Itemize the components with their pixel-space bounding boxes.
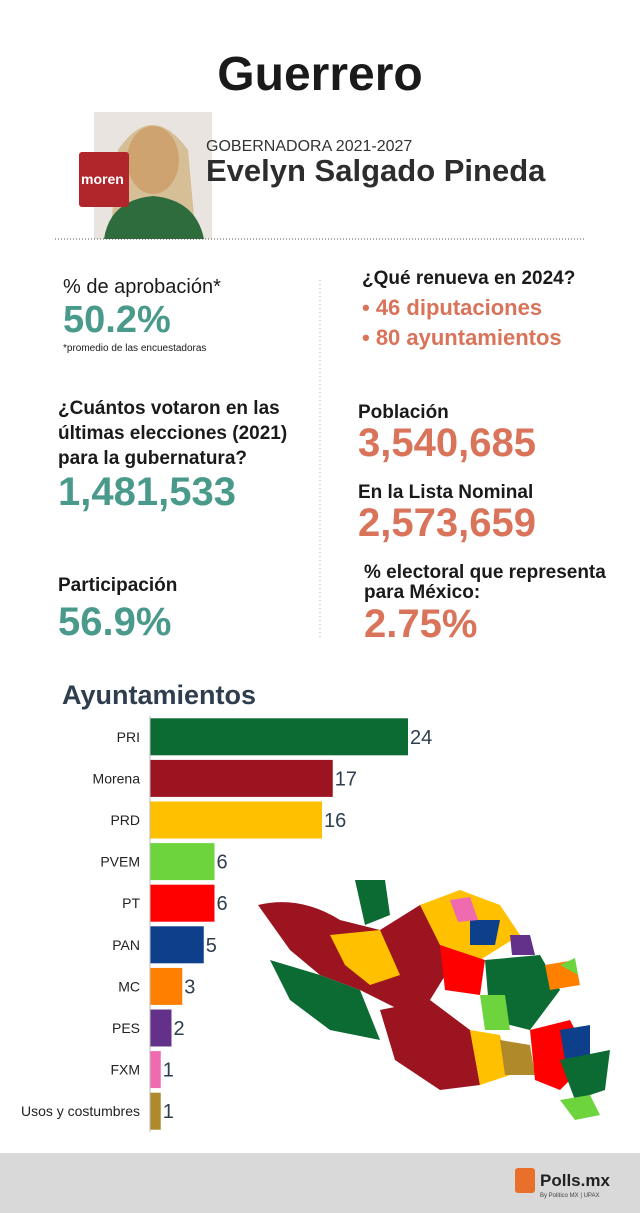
bar [150, 1092, 161, 1130]
category-label: Usos y costumbres [21, 1103, 140, 1119]
brand-tagline: By Politico MX | UPAX [540, 1193, 599, 1199]
bar [150, 1009, 172, 1047]
category-label: PVEM [100, 854, 140, 870]
bar [150, 1051, 161, 1089]
share-label: para México: [364, 582, 480, 603]
bar [150, 843, 215, 881]
value-label: 2 [174, 1018, 185, 1040]
value-label: 24 [410, 727, 432, 749]
bar [150, 801, 322, 839]
chart-title: Ayuntamientos [62, 680, 256, 710]
category-label: PT [122, 895, 140, 911]
votes-label: para la gubernatura? [58, 448, 247, 469]
value-label: 16 [324, 810, 346, 832]
votes-value: 1,481,533 [58, 470, 236, 514]
bar [150, 967, 183, 1005]
value-label: 5 [206, 935, 217, 957]
participation-value: 56.9% [58, 600, 171, 644]
approval-note: *promedio de las encuestadoras [63, 343, 206, 354]
value-label: 6 [217, 852, 228, 874]
map [258, 880, 610, 1120]
portrait-dress [104, 196, 204, 239]
value-label: 6 [217, 893, 228, 915]
bar [150, 718, 408, 756]
value-label: 3 [184, 976, 195, 998]
governor-name: Evelyn Salgado Pineda [206, 153, 546, 188]
bar [150, 884, 215, 922]
renew-title: ¿Qué renueva en 2024? [362, 268, 575, 289]
category-label: Morena [93, 770, 141, 786]
nominal-value: 2,573,659 [358, 501, 536, 545]
party-logo-text: moren [81, 171, 124, 187]
bar [150, 926, 204, 964]
votes-label: últimas elecciones (2021) [58, 423, 287, 444]
category-label: PAN [112, 937, 140, 953]
category-label: PES [112, 1020, 140, 1036]
population-value: 3,540,685 [358, 421, 536, 465]
renew-item: • 80 ayuntamientos [362, 325, 562, 350]
category-label: FXM [110, 1062, 140, 1078]
page-title: Guerrero [217, 48, 422, 101]
approval-label: % de aprobación* [63, 276, 221, 298]
category-label: MC [118, 978, 140, 994]
value-label: 17 [335, 768, 357, 790]
value-label: 1 [163, 1101, 174, 1123]
renew-item: • 46 diputaciones [362, 295, 542, 320]
role: GOBERNADORA 2021-2027 [206, 138, 412, 155]
share-value: 2.75% [364, 602, 477, 646]
bar [150, 759, 333, 797]
nominal-label: En la Lista Nominal [358, 482, 533, 503]
approval-value: 50.2% [63, 299, 171, 341]
brand: Polls.mx [540, 1171, 610, 1190]
share-label: % electoral que representa [364, 562, 606, 583]
participation-label: Participación [58, 575, 177, 596]
brand-icon [515, 1168, 535, 1193]
party-logo [79, 152, 129, 207]
population-label: Población [358, 402, 449, 423]
value-label: 1 [163, 1060, 174, 1082]
category-label: PRD [110, 812, 140, 828]
votes-label: ¿Cuántos votaron en las [58, 398, 280, 419]
category-label: PRI [117, 729, 140, 745]
